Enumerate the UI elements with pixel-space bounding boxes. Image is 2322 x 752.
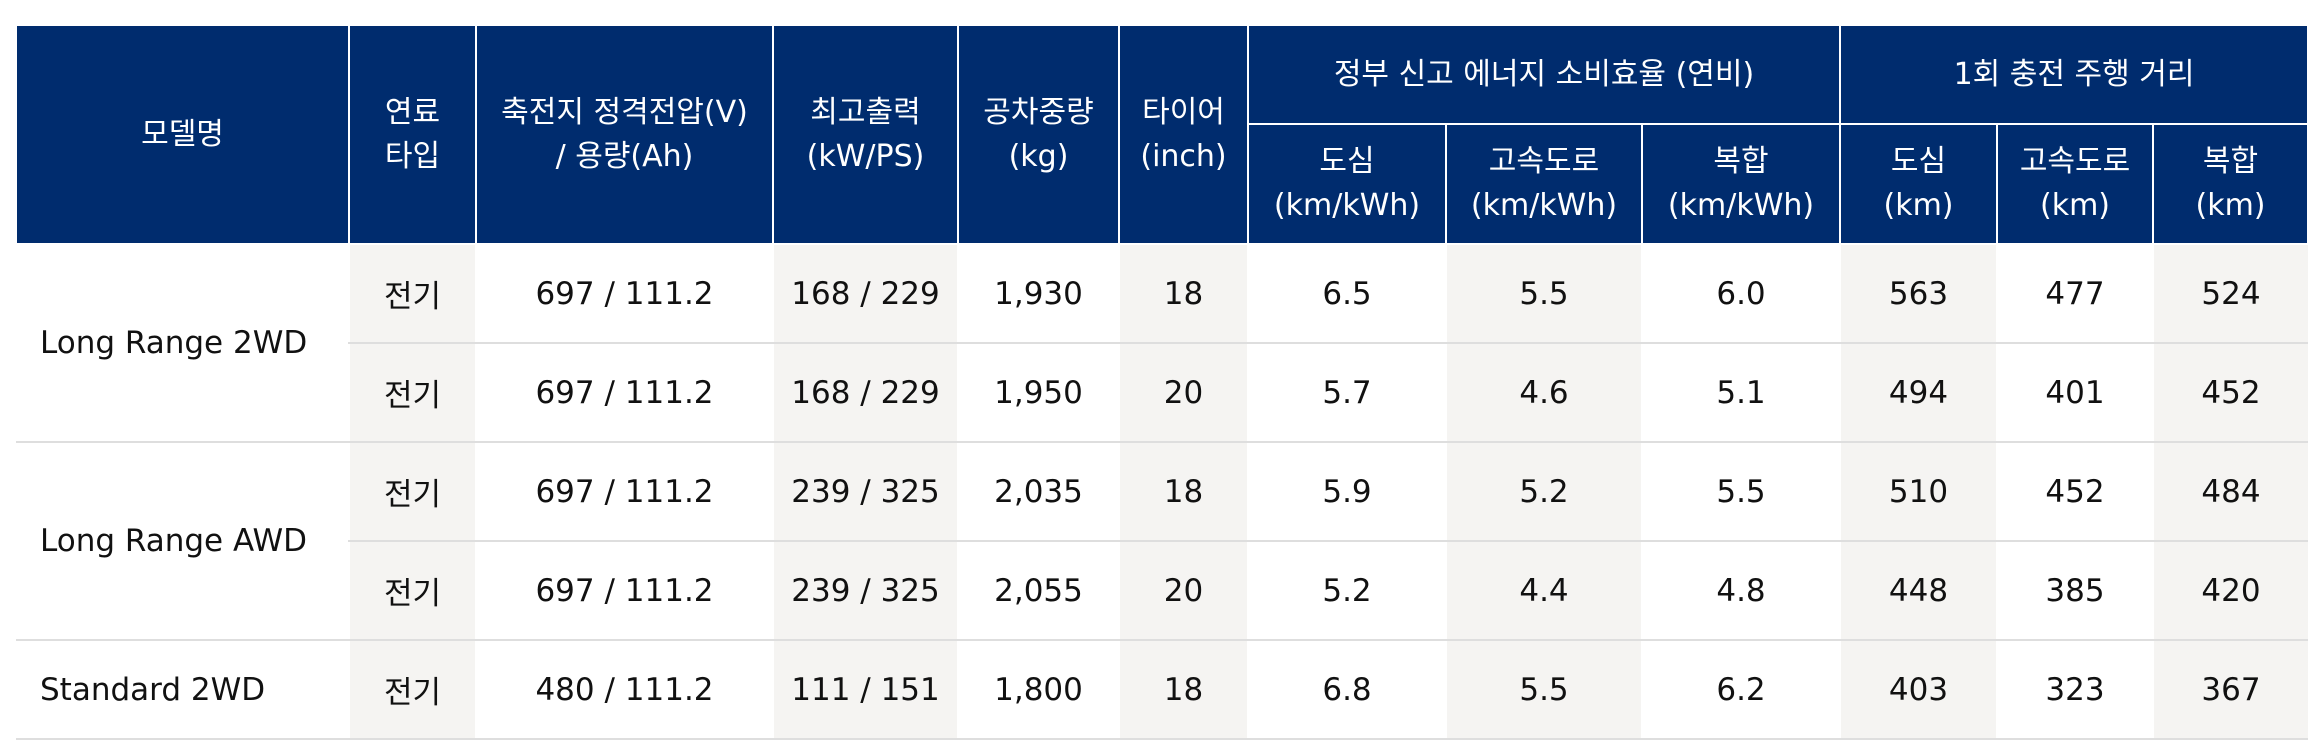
data-cell: 484 bbox=[2152, 442, 2309, 542]
header-cell: 공차중량 (kg) bbox=[957, 24, 1120, 245]
data-cell: 전기 bbox=[348, 244, 476, 344]
data-row: Standard 2WD 전기 480 / 111.2 111 / 151 1,800 1… bbox=[16, 640, 2309, 740]
header-cell: 타이어 (inch) bbox=[1118, 24, 1249, 245]
data-cell: 전기 bbox=[348, 640, 476, 740]
data-cell: 1,930 bbox=[957, 244, 1119, 344]
data-cell: 239 / 325 bbox=[772, 442, 958, 542]
data-cell: 6.8 bbox=[1247, 640, 1446, 740]
data-cell: 563 bbox=[1839, 244, 1998, 344]
data-cell: 420 bbox=[2152, 541, 2309, 641]
data-cell: 401 bbox=[1996, 343, 2154, 443]
data-cell: 480 / 111.2 bbox=[475, 640, 773, 740]
data-cell: 6.5 bbox=[1247, 244, 1446, 344]
data-cell: 전기 bbox=[348, 343, 476, 443]
data-row: Long Range 2WD 전기 697 / 111.2 168 / 229 1,93… bbox=[16, 244, 2309, 443]
data-cell: 111 / 151 bbox=[772, 640, 958, 740]
data-cell: 448 bbox=[1839, 541, 1998, 641]
spec-table: 모델명 연료 타입 축전지 정격전압(V) / 용량(Ah) 최고출력 (kW/PS)… bbox=[15, 24, 2310, 740]
data-cell: 697 / 111.2 bbox=[475, 541, 773, 641]
header-row: 모델명 연료 타입 축전지 정격전압(V) / 용량(Ah) 최고출력 (kW/PS)… bbox=[15, 24, 2310, 245]
data-cell: 494 bbox=[1839, 343, 1998, 443]
data-cell: 403 bbox=[1839, 640, 1998, 740]
data-row: 전기 697 / 111.2 168 / 229 1,950 20 5.7 4.6 5.1 49… bbox=[16, 343, 2309, 443]
data-cell: 477 bbox=[1996, 244, 2154, 344]
data-cell: 20 bbox=[1118, 541, 1248, 641]
data-cell: 4.6 bbox=[1445, 343, 1642, 443]
header-cell: 고속도로 (km/kWh) bbox=[1445, 123, 1643, 245]
data-cell: 5.2 bbox=[1445, 442, 1642, 542]
data-row: 전기 697 / 111.2 239 / 325 2,055 20 5.2 4.4 4.8 44… bbox=[16, 541, 2309, 641]
data-cell: 510 bbox=[1839, 442, 1998, 542]
header-cell: 고속도로 (km) bbox=[1996, 123, 2155, 245]
header-cell: 연료 타입 bbox=[348, 24, 477, 245]
header-cell: 1회 충전 주행 거리 bbox=[1839, 24, 2310, 125]
model-cell: Long Range AWD bbox=[16, 442, 349, 641]
header-row: 도심 (km/kWh) 고속도로 (km/kWh) 복합 (km/kWh) 도심 (k… bbox=[16, 123, 2310, 245]
data-cell: 168 / 229 bbox=[772, 244, 958, 344]
data-cell: 2,055 bbox=[957, 541, 1119, 641]
data-cell: 239 / 325 bbox=[772, 541, 958, 641]
data-cell: 5.9 bbox=[1247, 442, 1446, 542]
data-cell: 5.5 bbox=[1445, 244, 1642, 344]
header-cell: 복합 (km) bbox=[2152, 123, 2310, 245]
header-cell: 최고출력 (kW/PS) bbox=[772, 24, 959, 245]
data-cell: 18 bbox=[1118, 442, 1248, 542]
data-cell: 697 / 111.2 bbox=[475, 244, 773, 344]
data-cell: 323 bbox=[1996, 640, 2154, 740]
data-cell: 1,950 bbox=[957, 343, 1119, 443]
data-cell: 전기 bbox=[348, 442, 476, 542]
model-cell: Standard 2WD bbox=[16, 640, 349, 740]
data-cell: 5.5 bbox=[1445, 640, 1642, 740]
data-cell: 4.8 bbox=[1640, 541, 1841, 641]
data-cell: 697 / 111.2 bbox=[475, 343, 773, 443]
data-cell: 697 / 111.2 bbox=[475, 442, 773, 542]
spec-table-wrap: 모델명 연료 타입 축전지 정격전압(V) / 용량(Ah) 최고출력 (kW/PS)… bbox=[15, 24, 2310, 740]
data-cell: 524 bbox=[2152, 244, 2309, 344]
data-cell: 5.2 bbox=[1247, 541, 1446, 641]
header-cell: 도심 (km) bbox=[1839, 123, 1999, 245]
data-cell: 18 bbox=[1118, 244, 1248, 344]
data-cell: 452 bbox=[1996, 442, 2154, 542]
header-cell: 모델명 bbox=[15, 24, 350, 245]
data-cell: 452 bbox=[2152, 343, 2309, 443]
header-cell: 정부 신고 에너지 소비효율 (연비) bbox=[1246, 24, 1842, 125]
data-cell: 2,035 bbox=[957, 442, 1119, 542]
data-cell: 385 bbox=[1996, 541, 2154, 641]
data-cell: 전기 bbox=[348, 541, 476, 641]
model-cell: Long Range 2WD bbox=[16, 244, 349, 443]
data-cell: 168 / 229 bbox=[772, 343, 958, 443]
header-cell: 복합 (km/kWh) bbox=[1640, 123, 1842, 245]
data-cell: 367 bbox=[2152, 640, 2309, 740]
data-cell: 5.7 bbox=[1247, 343, 1446, 443]
data-cell: 20 bbox=[1118, 343, 1248, 443]
data-cell: 5.1 bbox=[1640, 343, 1841, 443]
data-cell: 18 bbox=[1118, 640, 1248, 740]
data-cell: 1,800 bbox=[957, 640, 1119, 740]
data-cell: 5.5 bbox=[1640, 442, 1841, 542]
header-cell: 축전지 정격전압(V) / 용량(Ah) bbox=[475, 24, 774, 245]
data-cell: 6.2 bbox=[1640, 640, 1841, 740]
data-cell: 4.4 bbox=[1445, 541, 1642, 641]
data-cell: 6.0 bbox=[1640, 244, 1841, 344]
header-cell: 도심 (km/kWh) bbox=[1247, 123, 1447, 245]
data-row: Long Range AWD 전기 697 / 111.2 239 / 325 2,03… bbox=[16, 442, 2309, 641]
